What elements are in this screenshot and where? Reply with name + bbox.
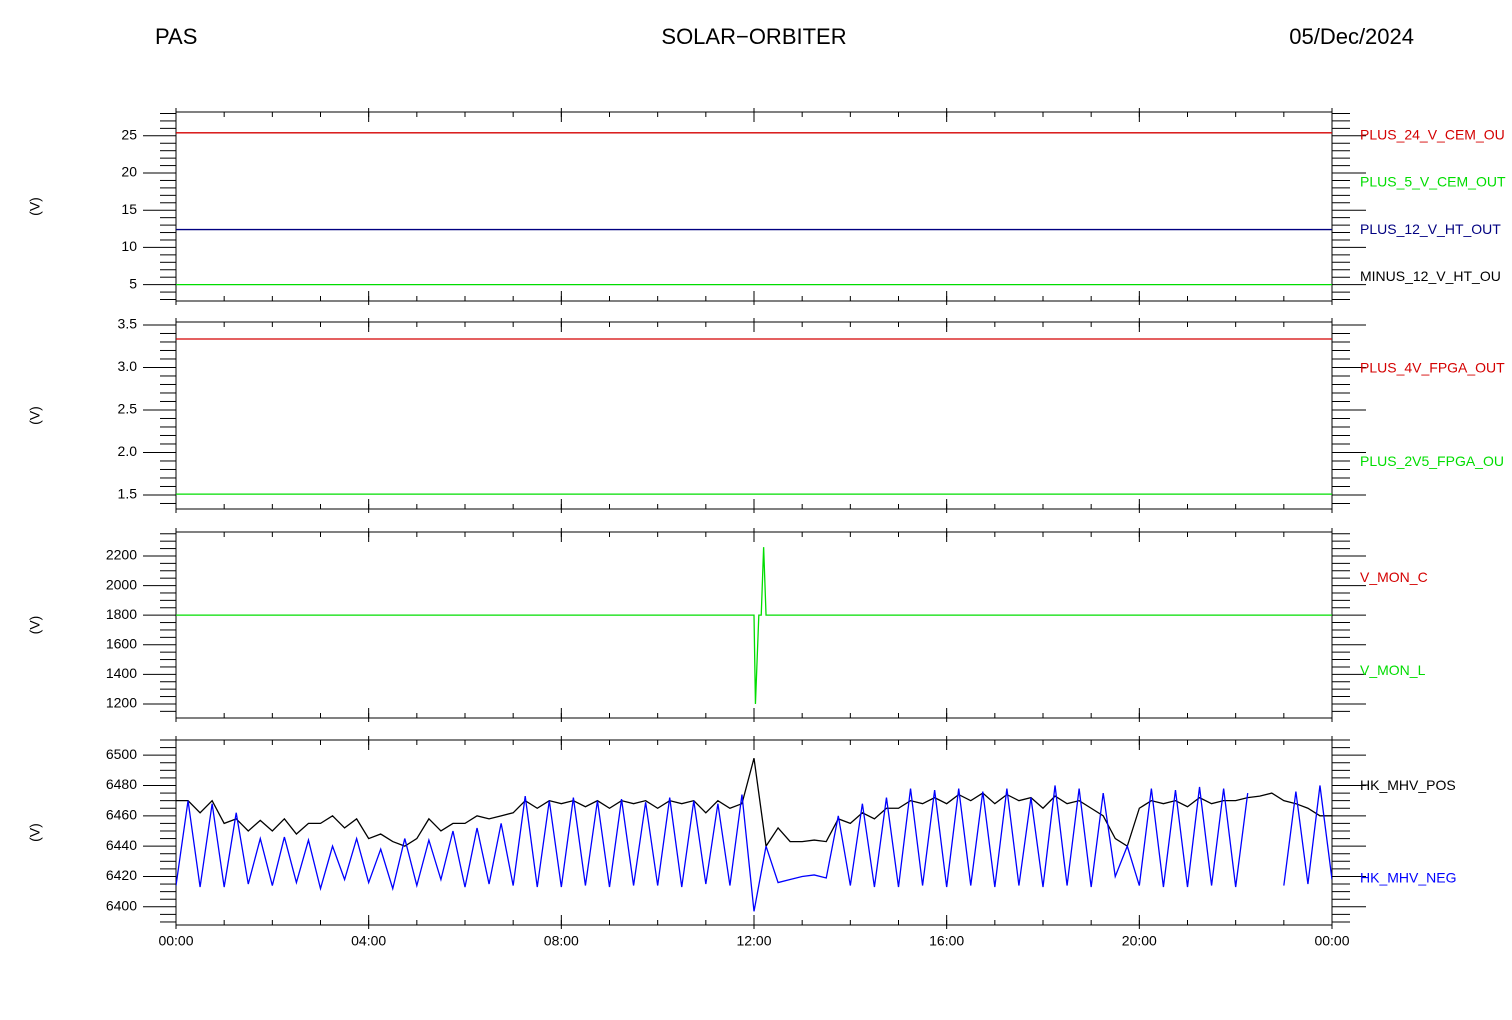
y-tick-label: 10 xyxy=(121,238,137,254)
x-tick-label: 00:00 xyxy=(158,933,193,949)
legend-label: HK_MHV_POS xyxy=(1360,777,1456,793)
x-tick-label: 20:00 xyxy=(1122,933,1157,949)
series-line xyxy=(176,785,1332,912)
y-tick-label: 6400 xyxy=(106,898,137,914)
y-tick-label: 1600 xyxy=(106,635,137,651)
y-tick-label: 2000 xyxy=(106,576,137,592)
y-tick-label: 20 xyxy=(121,164,137,180)
y-tick-label: 6420 xyxy=(106,867,137,883)
header-center: SOLAR−ORBITER xyxy=(661,24,846,49)
y-tick-label: 1400 xyxy=(106,665,137,681)
y-tick-label: 1.5 xyxy=(118,486,138,502)
legend-label: PLUS_5_V_CEM_OUT xyxy=(1360,174,1506,190)
legend-label: MINUS_12_V_HT_OU xyxy=(1360,268,1501,284)
y-axis-label: (V) xyxy=(27,616,43,635)
y-axis-label: (V) xyxy=(27,406,43,425)
x-tick-label: 00:00 xyxy=(1314,933,1349,949)
legend-label: HK_MHV_NEG xyxy=(1360,869,1456,885)
legend-label: V_MON_L xyxy=(1360,662,1426,678)
x-tick-label: 12:00 xyxy=(736,933,771,949)
y-axis-label: (V) xyxy=(27,197,43,216)
y-tick-label: 3.0 xyxy=(118,358,138,374)
y-tick-label: 6440 xyxy=(106,837,137,853)
y-tick-label: 15 xyxy=(121,201,137,217)
y-tick-label: 1200 xyxy=(106,695,137,711)
y-tick-label: 6500 xyxy=(106,746,137,762)
header-left: PAS xyxy=(155,24,197,49)
y-tick-label: 1800 xyxy=(106,606,137,622)
legend-label: V_MON_C xyxy=(1360,569,1428,585)
legend-label: PLUS_2V5_FPGA_OU xyxy=(1360,453,1504,469)
legend-label: PLUS_12_V_HT_OUT xyxy=(1360,221,1501,237)
y-tick-label: 6480 xyxy=(106,776,137,792)
y-tick-label: 25 xyxy=(121,127,137,143)
x-tick-label: 16:00 xyxy=(929,933,964,949)
y-tick-label: 6460 xyxy=(106,807,137,823)
y-tick-label: 3.5 xyxy=(118,316,138,332)
series-line xyxy=(176,547,1332,704)
x-tick-label: 04:00 xyxy=(351,933,386,949)
y-tick-label: 5 xyxy=(129,275,137,291)
y-tick-label: 2.5 xyxy=(118,401,138,417)
header-right: 05/Dec/2024 xyxy=(1289,24,1414,49)
x-tick-label: 08:00 xyxy=(544,933,579,949)
series-line xyxy=(176,758,1332,848)
legend-label: PLUS_24_V_CEM_OU xyxy=(1360,126,1505,142)
y-tick-label: 2.0 xyxy=(118,443,138,459)
legend-label: PLUS_4V_FPGA_OUT xyxy=(1360,359,1505,375)
y-tick-label: 2200 xyxy=(106,547,137,563)
y-axis-label: (V) xyxy=(27,823,43,842)
